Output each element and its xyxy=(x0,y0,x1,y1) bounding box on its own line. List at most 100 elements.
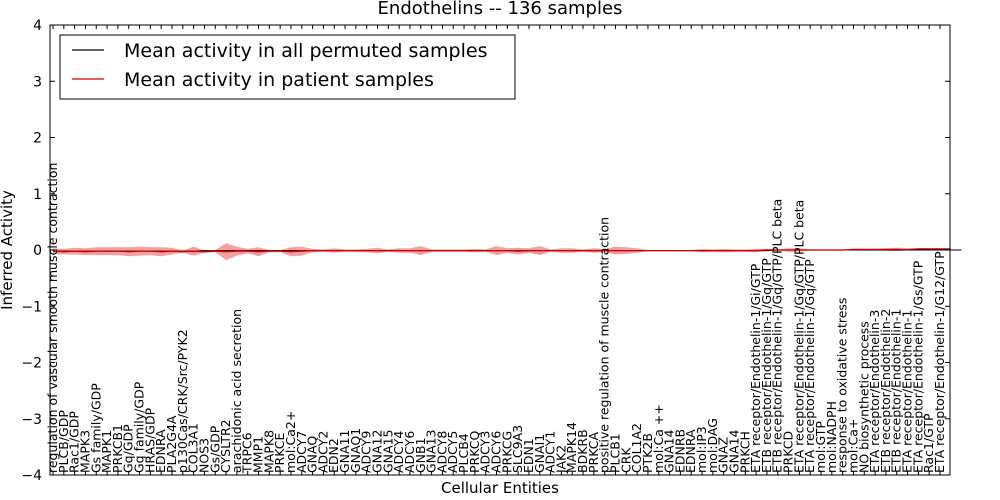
category-label: COL1A2 xyxy=(629,423,644,473)
category-label: PRKCQ xyxy=(467,431,482,473)
y-tick-label: −4 xyxy=(21,468,42,484)
category-label: EDNRA xyxy=(153,429,168,473)
category-label: GNAQ xyxy=(305,436,320,473)
category-label: ADCY3 xyxy=(478,431,493,473)
category-label: ETB receptor/Endothelin-2 xyxy=(878,309,893,473)
category-label: PRKCH xyxy=(737,431,752,473)
category-label: ADCY9 xyxy=(359,431,374,473)
category-label: GNAQ1 xyxy=(348,428,363,473)
category-label: EDN1 xyxy=(521,438,536,473)
category-label: CRK xyxy=(618,447,633,473)
category-label: COL3A1 xyxy=(186,423,201,473)
category-label: PLCB4 xyxy=(456,433,471,473)
category-label: ADCY6 xyxy=(489,431,504,473)
category-label: PRKCE xyxy=(272,433,287,473)
y-tick-label: 1 xyxy=(33,187,42,203)
category-label: mol:Ca+ xyxy=(846,419,861,473)
category-label: response to oxidative stress xyxy=(835,298,850,473)
category-label: MAPK8 xyxy=(261,430,276,473)
category-label: BDKRB xyxy=(575,429,590,473)
category-label: positive regulation of muscle contractio… xyxy=(597,217,612,473)
category-label: PTK2B xyxy=(640,433,655,473)
category-label: Gs family/GDP xyxy=(88,383,103,473)
category-label: mol:IP3 xyxy=(694,426,709,473)
category-label: CYSLTR2 xyxy=(218,419,233,473)
category-label: EDNRB xyxy=(672,429,687,473)
category-label: mol:DAG xyxy=(705,418,720,473)
category-label: EDNRA xyxy=(683,429,698,473)
category-label: ETA receptor/Endothelin-1/Gi/GTP xyxy=(748,263,763,473)
category-label: MAPK1 xyxy=(99,430,114,473)
category-label: Gq/GDP xyxy=(121,424,136,473)
category-labels: regulation of vascular smooth muscle con… xyxy=(45,163,947,474)
chart-title: Endothelins -- 136 samples xyxy=(378,0,623,19)
category-label: MAPK3 xyxy=(78,430,93,473)
category-label: ETA receptor/Endothelin-1/Gq/GTP/PLC bet… xyxy=(791,200,806,473)
category-label: PRKCA xyxy=(586,432,601,473)
y-tick-label: 4 xyxy=(33,18,42,34)
category-label: SLC9A3 xyxy=(510,425,525,473)
category-label: regulation of vascular smooth muscle con… xyxy=(45,163,60,473)
legend-box xyxy=(59,34,516,100)
category-label: Rac1/GDP xyxy=(67,411,82,473)
category-label: ADCY6 xyxy=(402,431,417,473)
category-label: mol:Ca ++ xyxy=(651,404,666,473)
category-label: ETA receptor/Endothelin-3 xyxy=(867,310,882,473)
y-tick-label: −2 xyxy=(21,356,42,372)
category-label: ADCY8 xyxy=(434,431,449,473)
category-label: GNA11 xyxy=(337,430,352,474)
legend-label-patient: Mean activity in patient samples xyxy=(124,69,434,91)
category-label: arachidonic acid secretion xyxy=(229,309,244,473)
category-label: Gs/GDP xyxy=(207,425,222,473)
category-label: NOS3 xyxy=(196,438,211,473)
x-axis-label: Cellular Entities xyxy=(441,479,559,497)
y-tick-label: 0 xyxy=(33,243,42,259)
category-label: mol:NADPH xyxy=(824,401,839,473)
category-label: PLCB/GDP xyxy=(56,410,71,473)
patient-confidence-band xyxy=(53,243,940,261)
category-label: mol:Ca2+ xyxy=(283,411,298,473)
category-label: HRAS/GDP xyxy=(142,407,157,473)
category-label: GNA15 xyxy=(380,430,395,474)
category-label: ADCY2 xyxy=(315,431,330,473)
series-line-layer xyxy=(52,248,962,253)
y-axis: −4 −3 −2 −1 0 1 2 3 4 xyxy=(21,18,950,484)
y-tick-label: −3 xyxy=(21,412,42,428)
category-label: NO biosynthetic process xyxy=(856,321,871,473)
category-label: PLCB1 xyxy=(608,433,623,473)
y-tick-label: −1 xyxy=(21,299,42,315)
y-tick-label: 3 xyxy=(33,74,42,90)
series-line-patient xyxy=(52,248,951,253)
category-label: mol:GTP xyxy=(813,421,828,473)
category-label: Rac1/GTP xyxy=(921,413,936,473)
y-tick-label: 2 xyxy=(33,131,42,147)
legend-label-permuted: Mean activity in all permuted samples xyxy=(124,40,487,62)
category-label: EDN2 xyxy=(326,438,341,473)
category-label: GNA13 xyxy=(424,430,439,474)
category-label: ETB receptor/Endothelin-1/Gq/GTP/PLC bet… xyxy=(770,199,785,473)
category-label: ETA receptor/Endothelin-1/Gs/GTP xyxy=(910,260,925,473)
category-label: GNB1 xyxy=(413,437,428,473)
category-label: Gq family/GDP xyxy=(132,381,147,473)
category-label: TRPC6 xyxy=(240,432,255,474)
category-label: PLA2G4A xyxy=(164,415,179,473)
x-axis xyxy=(52,25,941,475)
category-label: ADCY7 xyxy=(294,431,309,473)
category-label: PRKCG xyxy=(499,431,514,473)
category-label: PRKCB1 xyxy=(110,424,125,473)
category-label: ADCY5 xyxy=(445,431,460,473)
category-label: GNA14 xyxy=(662,429,677,473)
category-label: ADCY4 xyxy=(391,431,406,473)
category-label: ETA receptor/Endothelin-1/G12/GTP xyxy=(932,251,947,473)
category-label: MAPK14 xyxy=(564,422,579,473)
category-label: GNAI1 xyxy=(532,434,547,473)
legend: Mean activity in all permuted samples Me… xyxy=(59,34,516,100)
category-label: MMP1 xyxy=(251,436,266,473)
category-label: ETB receptor/Endothelin-1/Gq/GTP xyxy=(759,258,774,473)
category-label: GNA12 xyxy=(370,430,385,474)
category-label: ADCY1 xyxy=(543,431,558,473)
category-label: PRKCD xyxy=(781,431,796,473)
category-label: ETA receptor/Endothelin-1/Gq/GTP xyxy=(802,259,817,473)
category-label: GNA14 xyxy=(727,429,742,473)
